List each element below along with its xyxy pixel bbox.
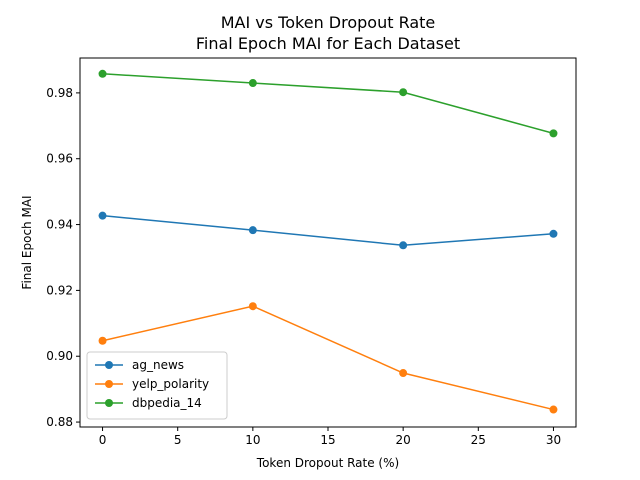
legend-marker-yelp_polarity <box>105 380 113 388</box>
x-tick-label: 15 <box>320 433 335 447</box>
data-point-dbpedia_14 <box>549 129 558 138</box>
x-tick-label: 20 <box>396 433 411 447</box>
data-point-yelp_polarity <box>549 405 558 414</box>
x-tick-label: 0 <box>99 433 107 447</box>
y-tick-label: 0.98 <box>46 86 73 100</box>
y-axis-label: Final Epoch MAI <box>20 195 34 289</box>
x-tick-label: 10 <box>245 433 260 447</box>
legend-label-yelp_polarity: yelp_polarity <box>132 377 209 391</box>
data-point-dbpedia_14 <box>98 69 107 78</box>
y-tick-label: 0.94 <box>46 218 73 232</box>
chart-title: MAI vs Token Dropout Rate <box>221 13 436 32</box>
data-point-ag_news <box>248 226 257 235</box>
data-point-dbpedia_14 <box>248 79 257 88</box>
y-tick-label: 0.92 <box>46 283 73 297</box>
data-point-ag_news <box>549 229 558 238</box>
chart-subtitle: Final Epoch MAI for Each Dataset <box>196 34 460 53</box>
data-point-yelp_polarity <box>248 302 257 311</box>
x-tick-label: 30 <box>546 433 561 447</box>
series-layer <box>98 69 558 414</box>
data-point-ag_news <box>399 241 408 250</box>
legend-marker-dbpedia_14 <box>105 399 113 407</box>
y-tick-label: 0.90 <box>46 349 73 363</box>
series-line-yelp_polarity <box>102 305 554 411</box>
x-axis: 0 5 10 15 20 25 30 <box>99 427 561 447</box>
y-axis: 0.88 0.90 0.92 0.94 0.96 0.98 <box>46 86 80 429</box>
legend: ag_news yelp_polarity dbpedia_14 <box>86 351 228 420</box>
x-tick-label: 5 <box>174 433 182 447</box>
data-point-dbpedia_14 <box>399 88 408 97</box>
x-tick-label: 25 <box>471 433 486 447</box>
y-tick-label: 0.88 <box>46 415 73 429</box>
series-line-dbpedia_14 <box>102 73 554 135</box>
y-tick-label: 0.96 <box>46 152 73 166</box>
series-line-ag_news <box>102 214 554 247</box>
legend-label-ag_news: ag_news <box>132 358 184 372</box>
data-point-ag_news <box>98 211 107 220</box>
legend-label-dbpedia_14: dbpedia_14 <box>132 396 202 410</box>
data-point-yelp_polarity <box>98 336 107 345</box>
x-axis-label: Token Dropout Rate (%) <box>256 456 399 470</box>
data-point-yelp_polarity <box>399 369 408 378</box>
legend-marker-ag_news <box>105 361 113 369</box>
